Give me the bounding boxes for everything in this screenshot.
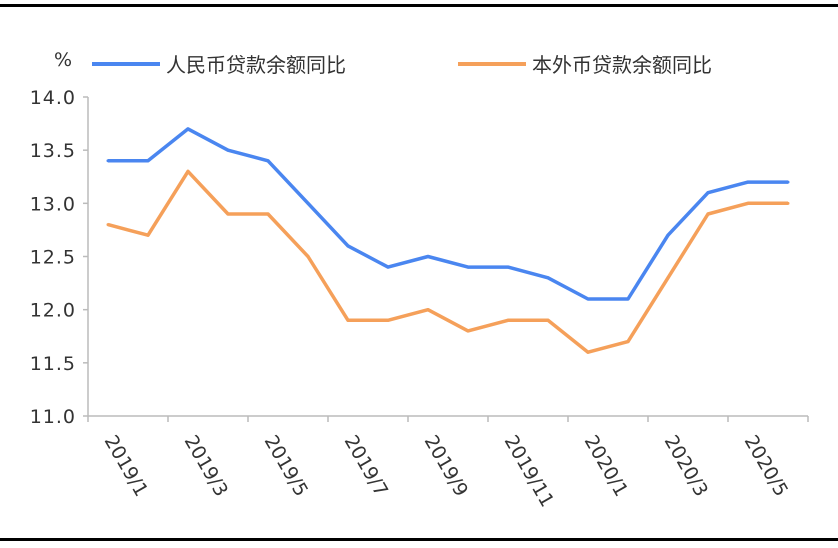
y-tick-label: 12.5 <box>30 247 76 269</box>
x-tick-label: 2019/9 <box>420 432 472 501</box>
y-tick-label: 13.5 <box>30 140 76 162</box>
data-point <box>346 318 350 322</box>
top-border <box>0 4 838 7</box>
y-tick-label: 12.0 <box>30 300 76 322</box>
data-point <box>266 159 270 163</box>
series-line-0 <box>108 127 788 301</box>
data-point <box>706 191 710 195</box>
data-point <box>666 276 670 280</box>
x-tick-label: 2020/1 <box>580 432 632 501</box>
data-point <box>746 180 750 184</box>
legend-label-total: 本外币贷款余额同比 <box>532 53 712 77</box>
data-point <box>506 318 510 322</box>
data-point <box>666 233 670 237</box>
legend-label-rmb: 人民币贷款余额同比 <box>166 53 346 77</box>
data-point <box>466 265 470 269</box>
y-tick-label: 14.0 <box>30 87 76 109</box>
data-point <box>426 255 430 258</box>
data-point <box>186 169 190 173</box>
data-point <box>226 148 230 152</box>
y-axis-unit: % <box>54 49 72 71</box>
y-tick-label: 11.5 <box>30 353 76 375</box>
y-tick-label: 11.0 <box>30 406 76 428</box>
data-point <box>306 255 310 258</box>
data-point <box>546 276 550 280</box>
x-tick-label: 2019/1 <box>100 432 152 501</box>
data-point <box>466 329 470 333</box>
data-point <box>146 233 150 237</box>
data-point <box>306 201 310 205</box>
data-point <box>506 265 510 269</box>
data-point <box>106 223 110 227</box>
data-point <box>186 127 190 131</box>
y-tick-label: 13.0 <box>30 193 76 215</box>
x-tick-label: 2019/11 <box>500 432 559 511</box>
bottom-border <box>0 538 838 541</box>
data-point <box>586 350 590 354</box>
legend: 人民币贷款余额同比 本外币贷款余额同比 <box>92 53 712 77</box>
x-tick-label: 2019/7 <box>340 432 392 501</box>
data-point <box>146 159 150 163</box>
x-tick-label: 2020/3 <box>660 432 712 501</box>
data-point <box>386 318 390 322</box>
x-tick-label: 2019/5 <box>260 432 312 501</box>
data-point <box>226 212 230 216</box>
data-point <box>746 201 750 205</box>
x-tick-label: 2020/5 <box>740 432 792 501</box>
data-point <box>266 212 270 216</box>
data-point <box>546 318 550 322</box>
x-tick-label: 2019/3 <box>180 432 232 501</box>
data-point <box>106 159 110 163</box>
data-point <box>786 201 790 205</box>
data-point <box>586 297 590 301</box>
data-point <box>386 265 390 269</box>
data-point <box>426 308 430 312</box>
data-point <box>706 212 710 216</box>
data-point <box>786 180 790 184</box>
data-point <box>626 297 630 301</box>
data-point <box>346 244 350 248</box>
series-line-1 <box>107 169 788 354</box>
data-point <box>626 340 630 344</box>
